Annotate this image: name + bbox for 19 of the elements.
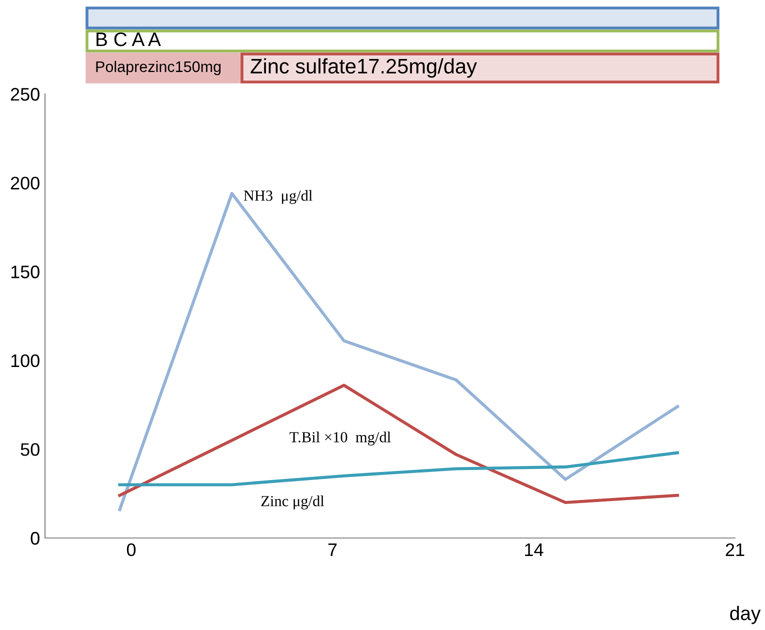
series-label: T.Bil ×10 mg/dl (290, 432, 391, 446)
y-tick-label: 0 (30, 532, 40, 545)
x-tick-label: 14 (525, 544, 544, 556)
x-tick-label: 21 (726, 543, 744, 556)
text: Zinc sulfate17.25mg/day (250, 58, 477, 78)
y-tick-label: 100 (11, 354, 40, 368)
line-series (118, 192, 680, 512)
y-tick-label: 250 (10, 88, 40, 101)
series-label: Zinc μg/dl (261, 496, 324, 510)
line-series (118, 451, 680, 486)
x-tick-label: 0 (126, 543, 136, 556)
y-tick-label: 150 (11, 266, 40, 278)
series-label: NH3 μg/dl (244, 190, 312, 204)
text: B C A A (96, 32, 161, 46)
y-tick-label: 200 (10, 176, 40, 190)
x-axis-title: day (730, 606, 761, 624)
text: Polaprezinc150mg (96, 60, 221, 76)
y-tick-label: 50 (20, 443, 40, 456)
x-tick-label: 7 (328, 544, 337, 556)
